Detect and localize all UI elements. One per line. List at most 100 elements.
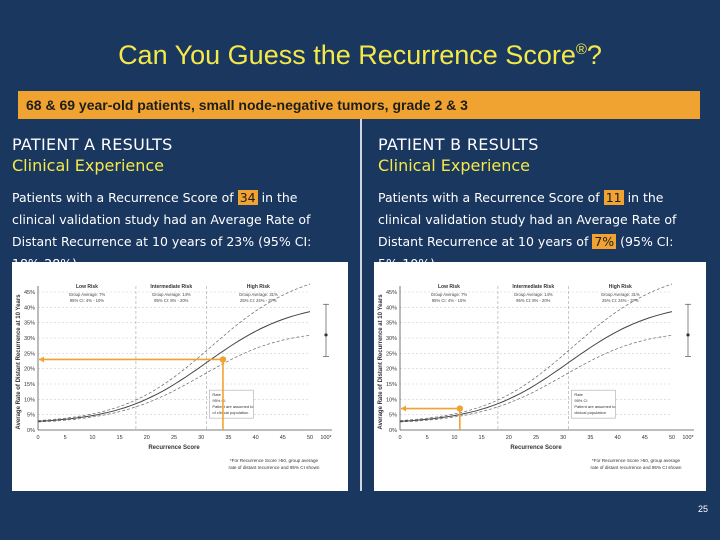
patient-b-xlabel: Recurrence Score — [510, 445, 562, 451]
patient-b-xtick-label: 50 — [669, 435, 675, 441]
patient-b-xtick-label: 10 — [451, 435, 457, 441]
patient-a-marker-point — [219, 356, 227, 363]
patient-a-group-average: Group Average: 14% — [152, 292, 191, 297]
patient-b-legend-entry: clinical population — [574, 410, 606, 415]
patient-b-xtick-label: 20 — [506, 435, 512, 441]
patient-b-panel: PATIENT B RESULTS Clinical Experience Pa… — [378, 135, 708, 275]
patient-a-xtick-label: 45 — [280, 435, 286, 441]
patient-b-ytick-label: 25% — [386, 351, 397, 357]
patient-b-ytick-label: 0% — [389, 428, 397, 434]
patient-a-heading: PATIENT A RESULTS — [12, 135, 173, 154]
patient-b-chart: Average Rate of Distant Recurrence at 10… — [374, 262, 706, 491]
patient-a-ytick-label: 15% — [24, 382, 35, 388]
patient-b-marker-arrow — [401, 405, 406, 412]
patient-a-group-title: Low Risk — [76, 284, 98, 290]
patient-a-ytick-label: 40% — [24, 305, 35, 311]
patient-a-marker-arrow — [39, 356, 44, 363]
patient-a-xtick-label: 20 — [144, 435, 150, 441]
patient-a-xtick-label: 50 — [307, 435, 313, 441]
patient-a-ytick-label: 45% — [24, 290, 35, 296]
patient-a-xtick-label: 5 — [64, 435, 67, 441]
patient-a-ci-upper-line — [37, 283, 311, 421]
patient-b-xtick-label: 30 — [560, 435, 566, 441]
patient-b-group-ci: 95% CI: 4% - 10% — [432, 298, 466, 303]
slide-title: Can You Guess the Recurrence Score®? — [118, 40, 602, 70]
patient-b-subheading: Clinical Experience — [378, 156, 531, 175]
patient-a-ytick-label: 20% — [24, 367, 35, 373]
criteria-banner: 68 & 69 year-old patients, small node-ne… — [18, 91, 700, 119]
patient-b-rate-main: 7% — [592, 234, 617, 249]
patient-a-chart: Average Rate of Distant Recurrence at 10… — [12, 262, 348, 491]
patient-b-ytick-label: 5% — [389, 413, 397, 419]
patient-b-ytick-label: 35% — [386, 321, 397, 327]
patient-a-ytick-label: 5% — [27, 413, 35, 419]
patient-a-ytick-label: 25% — [24, 351, 35, 357]
patient-a-ci-lower-line — [37, 334, 311, 423]
patient-a-rate-line — [37, 311, 311, 422]
patient-a-score: 34 — [237, 190, 258, 205]
patient-a-high-point — [324, 333, 328, 337]
patient-b-ci-lower-line — [399, 334, 673, 423]
patient-a-xtick-label: 25 — [171, 435, 177, 441]
patient-b-legend-box — [571, 389, 616, 419]
patient-a-group-title: High Risk — [247, 284, 270, 290]
column-divider — [360, 119, 362, 491]
patient-a-legend-entry: 95% CI — [212, 398, 225, 403]
patient-b-group-ci: 95% CI: 8% - 20% — [516, 298, 550, 303]
patient-b-group-average: Group Average: 14% — [514, 292, 553, 297]
patient-b-ylabel: Average Rate of Distant Recurrence at 10… — [378, 294, 384, 430]
patient-b-xtick-label: 45 — [642, 435, 648, 441]
patient-a-xtick-label: 40 — [253, 435, 259, 441]
patient-a-xtick-label: 100* — [320, 435, 332, 441]
patient-b-group-title: Low Risk — [438, 284, 460, 290]
patient-a-legend-entry: Patient are assumed to — [212, 404, 254, 409]
patient-b-xtick-label: 25 — [533, 435, 539, 441]
patient-a-xlabel: Recurrence Score — [148, 445, 200, 451]
patient-b-score: 11 — [603, 190, 624, 205]
patient-b-ytick-label: 45% — [386, 290, 397, 296]
patient-b-description: Patients with a Recurrence Score of 11 i… — [378, 187, 708, 275]
patient-a-xtick-label: 10 — [89, 435, 95, 441]
patient-b-xtick-label: 0 — [398, 435, 401, 441]
patient-a-ylabel: Average Rate of Distant Recurrence at 10… — [16, 294, 22, 430]
patient-a-footnote: *For Recurrence Score >50, group average — [230, 458, 319, 463]
patient-b-xtick-label: 100* — [682, 435, 694, 441]
patient-b-footnote: *For Recurrence Score >50, group average — [592, 458, 681, 463]
patient-a-group-ci: 25% CI: 24% - 37% — [240, 298, 277, 303]
patient-b-ytick-label: 10% — [386, 397, 397, 403]
patient-a-xtick-label: 0 — [36, 435, 39, 441]
patient-a-legend-entry: Rate — [212, 392, 221, 397]
patient-a-ytick-label: 10% — [24, 397, 35, 403]
patient-b-chart-svg: Average Rate of Distant Recurrence at 10… — [378, 283, 695, 470]
patient-a-ytick-label: 30% — [24, 336, 35, 342]
patient-b-ytick-label: 30% — [386, 336, 397, 342]
patient-a-group-average: Group Average: 7% — [69, 292, 106, 297]
patient-b-high-point — [686, 333, 690, 337]
patient-b-marker-point — [456, 405, 464, 412]
patient-b-legend-entry: 95% CI — [574, 398, 587, 403]
patient-b-ytick-label: 15% — [386, 382, 397, 388]
patient-a-panel: PATIENT A RESULTS Clinical Experience Pa… — [12, 135, 342, 275]
patient-b-ci-upper-line — [399, 283, 673, 421]
patient-b-group-ci: 25% CI: 24% - 37% — [602, 298, 639, 303]
patient-b-ytick-label: 40% — [386, 305, 397, 311]
patient-b-legend-entry: Rate — [574, 392, 583, 397]
patient-a-legend-box — [209, 389, 254, 419]
patient-b-xtick-label: 15 — [479, 435, 485, 441]
patient-b-footnote: rate of distant recurrence and 95% CI sh… — [591, 465, 682, 470]
patient-b-legend-entry: Patient are assumed to — [574, 404, 616, 409]
patient-a-legend-entry: of clinical population — [212, 410, 248, 415]
patient-b-xtick-label: 5 — [426, 435, 429, 441]
patient-a-ytick-label: 0% — [27, 428, 35, 434]
patient-a-group-average: Group Average: 31% — [239, 292, 278, 297]
patient-a-footnote: rate of distant recurrence and 95% CI sh… — [229, 465, 320, 470]
patient-a-ytick-label: 35% — [24, 321, 35, 327]
patient-a-xtick-label: 30 — [198, 435, 204, 441]
patient-b-ytick-label: 20% — [386, 367, 397, 373]
patient-a-subheading: Clinical Experience — [12, 156, 165, 175]
patient-b-group-average: Group Average: 31% — [601, 292, 640, 297]
patient-a-xtick-label: 15 — [117, 435, 123, 441]
patient-b-rate-line — [399, 311, 673, 422]
patient-a-group-ci: 95% CI: 4% - 10% — [70, 298, 104, 303]
patient-a-xtick-label: 35 — [225, 435, 231, 441]
